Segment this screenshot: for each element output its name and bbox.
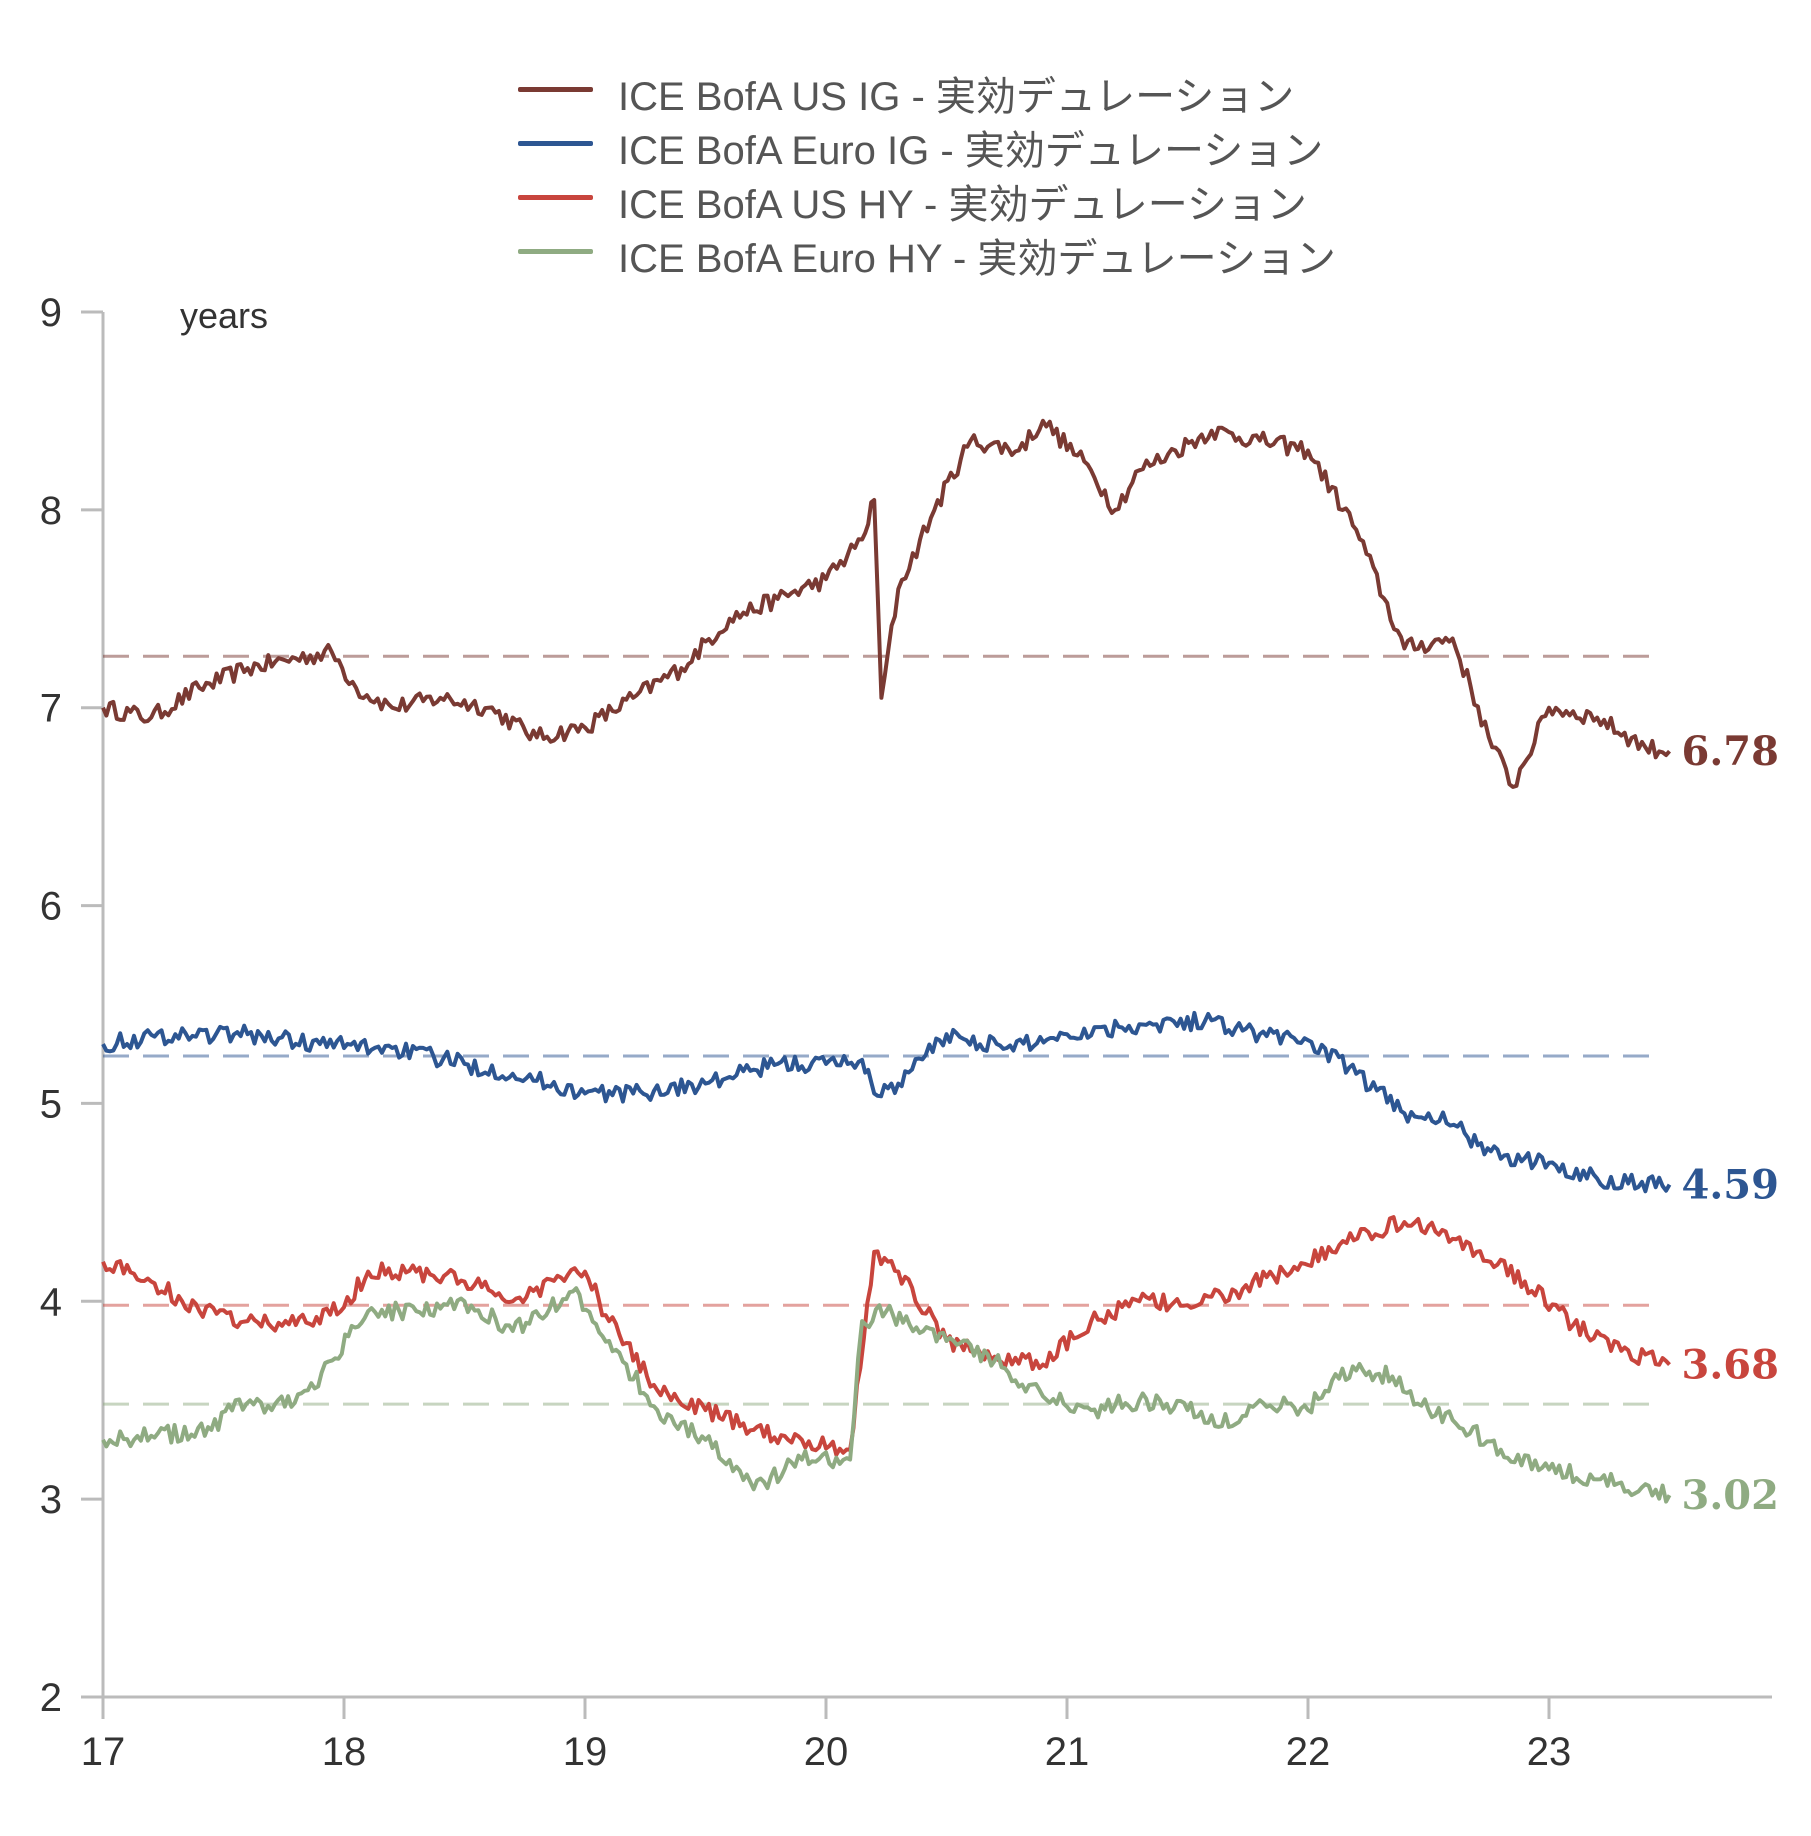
- y-tick-label: 6: [40, 885, 62, 929]
- series-line: [101, 1215, 1671, 1457]
- series-line: [101, 1286, 1672, 1504]
- legend-label: ICE BofA Euro IG - 実効デュレーション: [618, 129, 1324, 173]
- end-value-label: 4.59: [1682, 1162, 1779, 1209]
- series-line: [101, 418, 1672, 789]
- legend-swatch: [518, 141, 593, 146]
- y-tick-label: 3: [40, 1478, 62, 1522]
- average-lines: [103, 654, 1657, 1406]
- x-tick-label: 22: [1286, 1730, 1331, 1774]
- x-tick-label: 17: [81, 1730, 126, 1774]
- y-unit-label: years: [180, 295, 268, 336]
- legend-swatch: [518, 87, 593, 92]
- y-tick-label: 7: [40, 687, 62, 731]
- legend-swatch: [518, 249, 593, 254]
- x-tick-label: 19: [563, 1730, 608, 1774]
- series-lines: [101, 418, 1672, 1504]
- end-value-label: 6.78: [1682, 728, 1779, 775]
- y-tick-label: 2: [40, 1676, 62, 1720]
- x-tick-label: 21: [1045, 1730, 1090, 1774]
- x-tick-label: 18: [322, 1730, 367, 1774]
- x-tick-label: 23: [1527, 1730, 1572, 1774]
- end-value-label: 3.68: [1682, 1342, 1779, 1389]
- x-tick-label: 20: [804, 1730, 849, 1774]
- y-tick-label: 4: [40, 1280, 62, 1324]
- y-tick-label: 8: [40, 489, 62, 533]
- y-tick-label: 5: [40, 1082, 62, 1126]
- legend-swatch: [518, 195, 593, 200]
- legend-label: ICE BofA Euro HY - 実効デュレーション: [618, 237, 1336, 281]
- legend-label: ICE BofA US HY - 実効デュレーション: [618, 183, 1307, 227]
- y-tick-label: 9: [40, 291, 62, 335]
- end-value-label: 3.02: [1682, 1472, 1779, 1519]
- series-line: [101, 1010, 1672, 1194]
- end-value-labels: 6.78 4.59 3.68 3.02: [1682, 728, 1779, 1519]
- legend-label: ICE BofA US IG - 実効デュレーション: [618, 75, 1295, 119]
